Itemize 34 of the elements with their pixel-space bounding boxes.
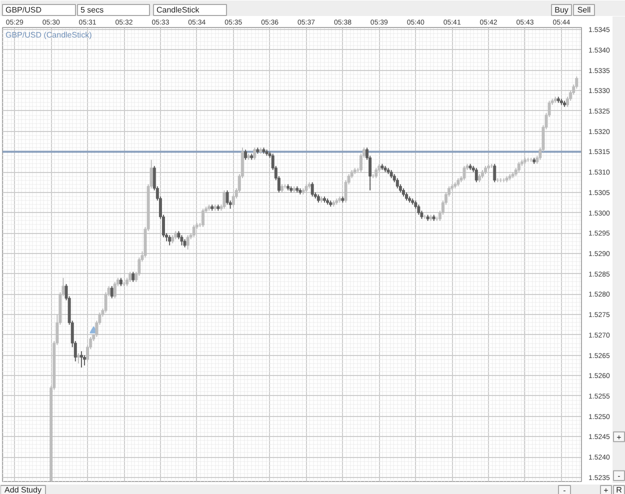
candlestick [83, 354, 86, 366]
text: Buy [554, 6, 568, 14]
text: GBP/USD [6, 6, 42, 14]
candlestick [253, 147, 256, 160]
candlestick [132, 271, 135, 282]
candlestick [493, 163, 496, 183]
candlestick [417, 204, 420, 216]
candlestick [128, 271, 132, 282]
text: + [616, 432, 622, 442]
candlestick [186, 234, 190, 250]
candlestick [310, 182, 314, 197]
candlestick [517, 161, 520, 173]
text: - [563, 486, 566, 494]
candlestick [202, 208, 204, 228]
text: 5 secs [80, 6, 104, 14]
text: + [604, 486, 609, 494]
candlestick [80, 350, 83, 368]
text: Sell [577, 6, 591, 14]
text: CandleStick [156, 6, 200, 14]
candlestick [76, 352, 80, 364]
candlestick [180, 234, 184, 246]
candlestick [113, 281, 116, 299]
candlestick [192, 224, 196, 238]
text: Add Study [4, 486, 42, 494]
candlestick [474, 167, 478, 183]
candlestick [396, 178, 399, 189]
chart-title: GBP/USD (CandleStick) [6, 30, 92, 40]
candlestick [374, 167, 378, 179]
candlestick [168, 234, 172, 246]
candlestick [226, 190, 229, 206]
text: R [616, 486, 622, 494]
candlestick [110, 286, 114, 299]
text: - [618, 472, 621, 481]
candlestick [244, 149, 248, 160]
